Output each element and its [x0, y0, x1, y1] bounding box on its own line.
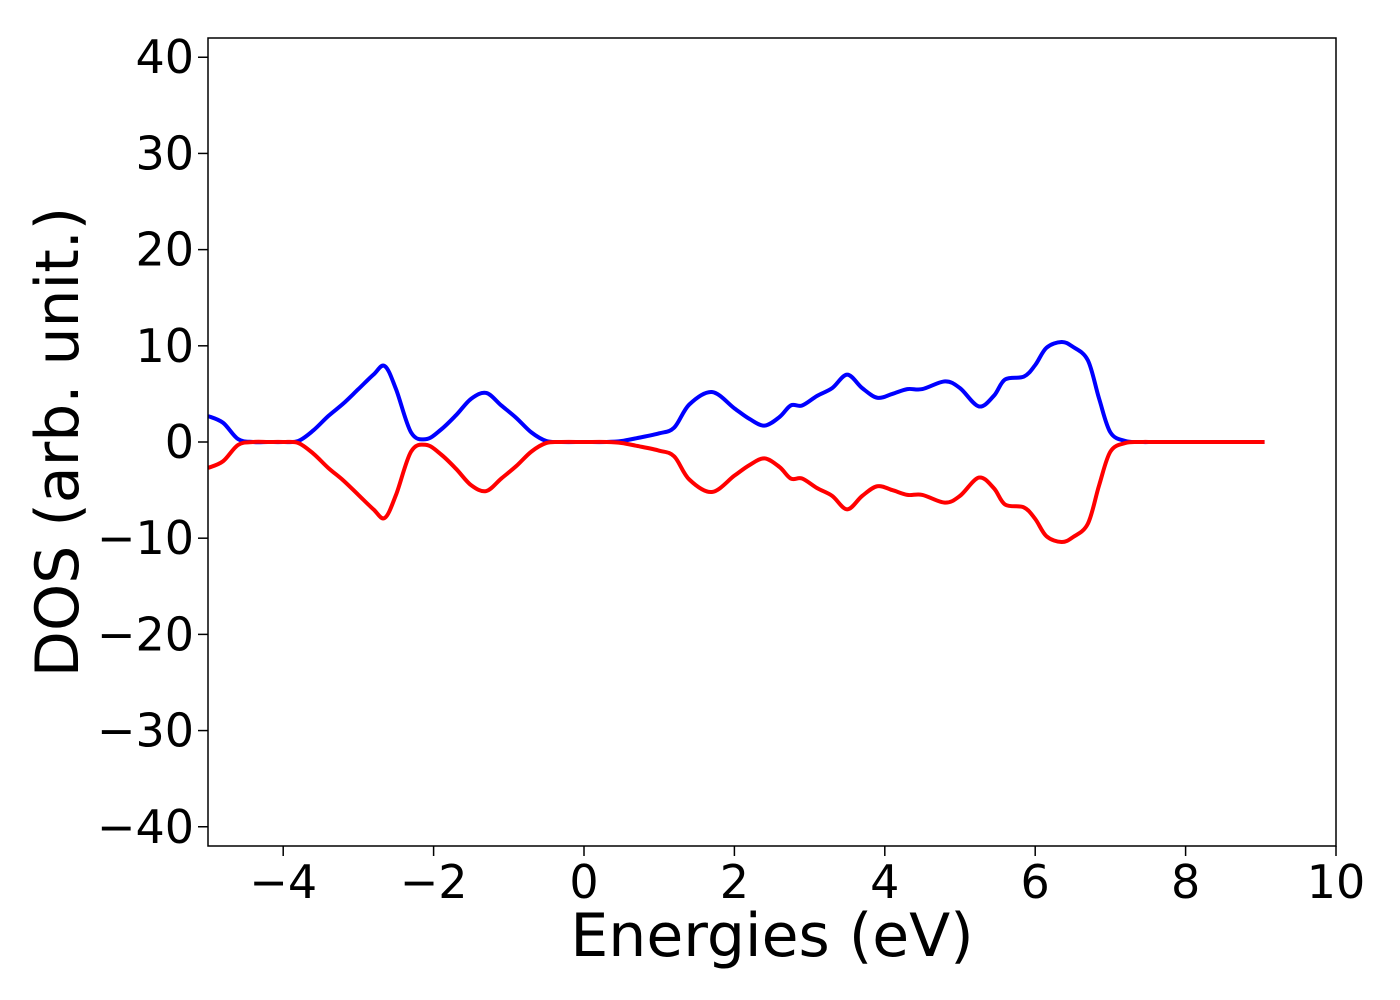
x-axis-label: Energies (eV): [570, 901, 973, 971]
x-tick-label: 2: [720, 855, 749, 909]
x-tick-label: 10: [1307, 855, 1366, 909]
x-tick-label: 8: [1171, 855, 1200, 909]
series-layer: [208, 339, 1265, 545]
y-tick-label: −40: [97, 800, 194, 854]
y-tick-label: 10: [135, 319, 194, 373]
y-tick-label: 30: [135, 126, 194, 180]
x-tick-label: 0: [569, 855, 598, 909]
y-tick-label: −30: [97, 704, 194, 758]
y-axis-label: DOS (arb. unit.): [23, 207, 93, 677]
x-tick-label: −2: [400, 855, 468, 909]
x-tick-label: −4: [249, 855, 317, 909]
y-tick-label: −10: [97, 511, 194, 565]
dos-series-line-red: [208, 439, 1265, 545]
y-tick-label: 20: [135, 223, 194, 277]
x-tick-label: 4: [870, 855, 899, 909]
y-tick-label: 0: [165, 415, 194, 469]
dos-series-line-blue: [208, 339, 1265, 445]
y-tick-label: 40: [135, 30, 194, 84]
y-tick-label: −20: [97, 607, 194, 661]
x-tick-label: 6: [1021, 855, 1050, 909]
